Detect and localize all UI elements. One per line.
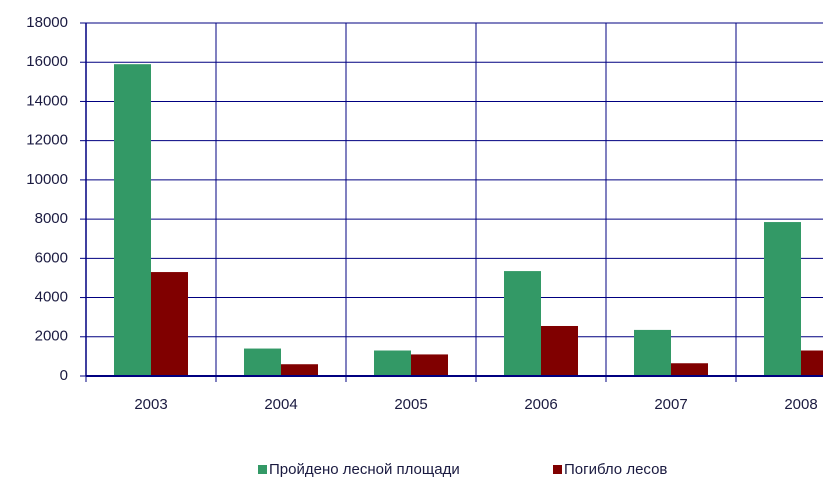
bar [411, 354, 448, 376]
y-tick-label: 16000 [26, 53, 68, 70]
y-tick-label: 14000 [26, 92, 68, 109]
bar [504, 271, 541, 376]
bar [634, 329, 671, 376]
y-tick-label: 8000 [35, 210, 68, 227]
legend-swatch [258, 465, 267, 474]
x-tick-label: 2007 [654, 396, 687, 413]
y-tick-label: 6000 [35, 249, 68, 266]
y-tick-label: 18000 [26, 14, 68, 31]
bar [244, 348, 281, 376]
y-tick-label: 10000 [26, 171, 68, 188]
bar [151, 272, 188, 376]
x-tick-label: 2004 [264, 396, 297, 413]
y-tick-label: 2000 [35, 328, 68, 345]
x-tick-label: 2006 [524, 396, 557, 413]
legend-label: Погибло лесов [564, 461, 667, 478]
x-tick-label: 2008 [784, 396, 817, 413]
y-tick-label: 0 [60, 367, 68, 384]
bar [671, 363, 708, 376]
bar [374, 350, 411, 376]
bar [764, 222, 801, 376]
bar [114, 64, 151, 376]
y-tick-label: 4000 [35, 289, 68, 306]
bar [281, 364, 318, 376]
x-tick-label: 2003 [134, 396, 167, 413]
x-tick-label: 2005 [394, 396, 427, 413]
legend-swatch [553, 465, 562, 474]
bar [801, 350, 823, 376]
legend-label: Пройдено лесной площади [269, 461, 460, 478]
bar [541, 325, 578, 376]
y-tick-label: 12000 [26, 132, 68, 149]
